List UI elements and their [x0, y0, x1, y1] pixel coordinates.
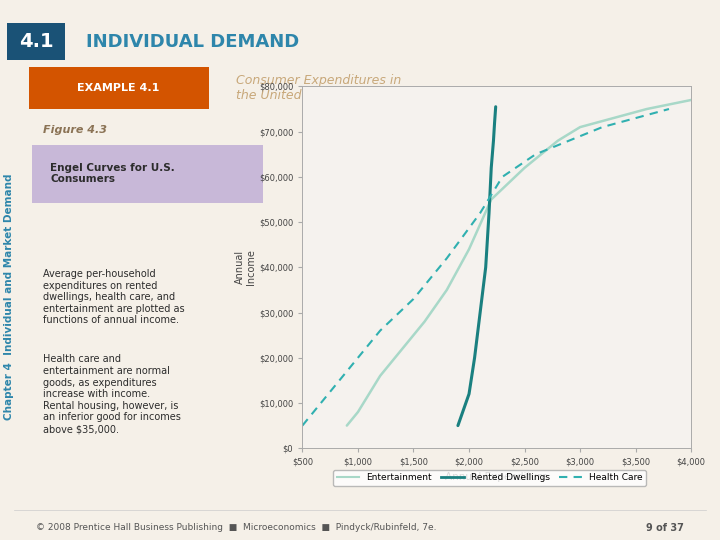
Entertainment	[343, 422, 351, 429]
Entertainment	[642, 106, 651, 112]
Health Care	[320, 395, 329, 402]
Entertainment	[398, 346, 407, 352]
Entertainment	[376, 373, 384, 379]
Rented Dwellings	[490, 119, 499, 126]
Text: Consumer Expenditures in
the United States (continued): Consumer Expenditures in the United Stat…	[236, 74, 421, 102]
Text: Chapter 4  Individual and Market Demand: Chapter 4 Individual and Market Demand	[4, 174, 14, 420]
Text: 4.1: 4.1	[19, 32, 53, 51]
Health Care	[443, 255, 451, 261]
Health Care	[531, 151, 540, 158]
Rented Dwellings	[470, 354, 479, 361]
Rented Dwellings	[454, 422, 462, 429]
Text: © 2008 Prentice Hall Business Publishing  ■  Microeconomics  ■  Pindyck/Rubinfel: © 2008 Prentice Hall Business Publishing…	[36, 523, 436, 532]
Rented Dwellings	[482, 264, 490, 271]
Rented Dwellings	[487, 165, 495, 171]
Text: 9 of 37: 9 of 37	[646, 523, 684, 533]
Health Care	[376, 327, 384, 334]
Entertainment	[554, 137, 562, 144]
Rented Dwellings	[491, 104, 500, 110]
Health Care	[665, 106, 673, 112]
Health Care	[354, 354, 362, 361]
Line: Rented Dwellings: Rented Dwellings	[458, 107, 495, 426]
Entertainment	[521, 165, 529, 171]
FancyBboxPatch shape	[32, 145, 263, 203]
FancyBboxPatch shape	[7, 23, 65, 60]
Entertainment	[665, 101, 673, 107]
Entertainment	[365, 390, 374, 397]
Line: Health Care: Health Care	[302, 109, 669, 426]
Entertainment	[354, 409, 362, 415]
Legend: Entertainment, Rented Dwellings, Health Care: Entertainment, Rented Dwellings, Health …	[333, 470, 646, 486]
Entertainment	[687, 97, 696, 103]
Entertainment	[609, 115, 618, 122]
Entertainment	[464, 246, 473, 252]
Health Care	[343, 368, 351, 375]
Line: Entertainment: Entertainment	[347, 100, 691, 426]
Entertainment	[420, 318, 429, 325]
Health Care	[476, 210, 485, 216]
Health Care	[409, 296, 418, 302]
Health Care	[631, 115, 640, 122]
Entertainment	[443, 287, 451, 293]
Text: Engel Curves for U.S.
Consumers: Engel Curves for U.S. Consumers	[50, 163, 175, 185]
FancyBboxPatch shape	[29, 68, 209, 109]
Health Care	[564, 137, 573, 144]
Text: INDIVIDUAL DEMAND: INDIVIDUAL DEMAND	[86, 33, 300, 51]
Y-axis label: Annual
Income: Annual Income	[235, 249, 256, 285]
Health Care	[298, 422, 307, 429]
Rented Dwellings	[464, 390, 473, 397]
Health Care	[598, 124, 607, 130]
Entertainment	[487, 196, 495, 202]
Text: Figure 4.3: Figure 4.3	[43, 125, 107, 135]
Text: EXAMPLE 4.1: EXAMPLE 4.1	[78, 83, 160, 93]
X-axis label: Annual Expenditure: Annual Expenditure	[446, 472, 548, 482]
Text: Average per-household
expenditures on rented
dwellings, health care, and
enterta: Average per-household expenditures on re…	[43, 269, 185, 325]
Rented Dwellings	[476, 309, 485, 316]
Health Care	[309, 409, 318, 415]
Text: Health care and
entertainment are normal
goods, as expenditures
increase with in: Health care and entertainment are normal…	[43, 354, 181, 434]
Rented Dwellings	[485, 210, 493, 216]
Rented Dwellings	[489, 137, 498, 144]
Health Care	[331, 382, 340, 388]
Entertainment	[576, 124, 585, 130]
Health Care	[498, 173, 507, 180]
